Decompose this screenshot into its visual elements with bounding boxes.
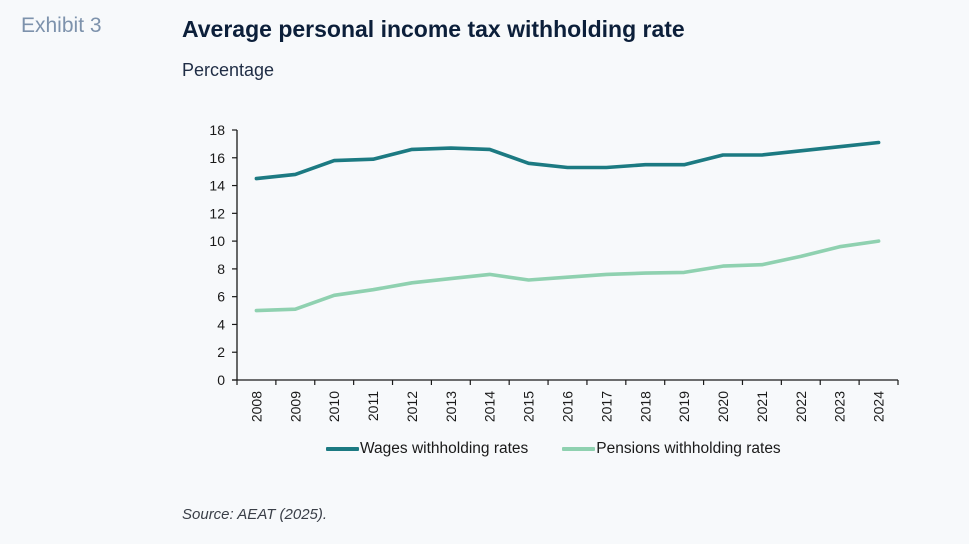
series-lines <box>254 140 881 313</box>
x-tick-label: 2009 <box>287 391 303 422</box>
legend-label-pensions: Pensions withholding rates <box>596 440 781 457</box>
series-line-pensions <box>254 239 881 313</box>
x-tick-label: 2024 <box>871 391 887 422</box>
y-tick-label: 8 <box>217 261 225 277</box>
x-axis: 2008 2009 2010 2011 2012 2013 2014 2015 2016 2017… <box>232 379 899 422</box>
y-tick-label: 16 <box>209 150 225 166</box>
x-tick-label: 2019 <box>676 391 692 422</box>
y-tick-label: 18 <box>209 122 225 138</box>
y-axis: 0 2 4 6 8 10 12 14 16 18 <box>209 122 238 388</box>
source-note: Source: AEAT (2025). <box>182 506 328 523</box>
x-tick-label: 2013 <box>443 391 459 422</box>
y-tick-label: 6 <box>217 289 225 305</box>
x-tick-label: 2020 <box>715 391 731 422</box>
legend: Wages withholding rates Pensions withhol… <box>326 440 815 458</box>
legend-item-wages: Wages withholding rates <box>326 440 528 458</box>
x-tick-label: 2010 <box>326 391 342 422</box>
series-line-wages <box>254 140 881 181</box>
x-tick-label: 2021 <box>754 391 770 422</box>
x-tick-label: 2015 <box>521 391 537 422</box>
x-tick-label: 2018 <box>637 391 653 422</box>
exhibit-label: Exhibit 3 <box>21 14 102 37</box>
y-tick-label: 0 <box>217 372 225 388</box>
x-tick-label: 2014 <box>482 391 498 422</box>
legend-swatch-wages <box>326 447 359 451</box>
y-tick-label: 10 <box>209 233 225 249</box>
y-tick-label: 2 <box>217 344 225 360</box>
y-tick-label: 12 <box>209 205 225 221</box>
legend-item-pensions: Pensions withholding rates <box>562 440 781 458</box>
y-tick-label: 4 <box>217 316 225 332</box>
legend-swatch-pensions <box>562 447 596 451</box>
x-tick-label: 2011 <box>365 391 381 421</box>
chart-title: Average personal income tax withholding … <box>182 16 685 42</box>
x-tick-label: 2016 <box>560 391 576 422</box>
x-tick-label: 2022 <box>793 391 809 422</box>
x-tick-label: 2017 <box>598 391 614 422</box>
x-tick-label: 2023 <box>832 391 848 422</box>
y-tick-label: 14 <box>209 178 225 194</box>
legend-label-wages: Wages withholding rates <box>360 440 529 457</box>
x-tick-label: 2012 <box>404 391 420 422</box>
x-tick-label: 2008 <box>248 391 264 422</box>
chart-subtitle: Percentage <box>182 60 275 80</box>
